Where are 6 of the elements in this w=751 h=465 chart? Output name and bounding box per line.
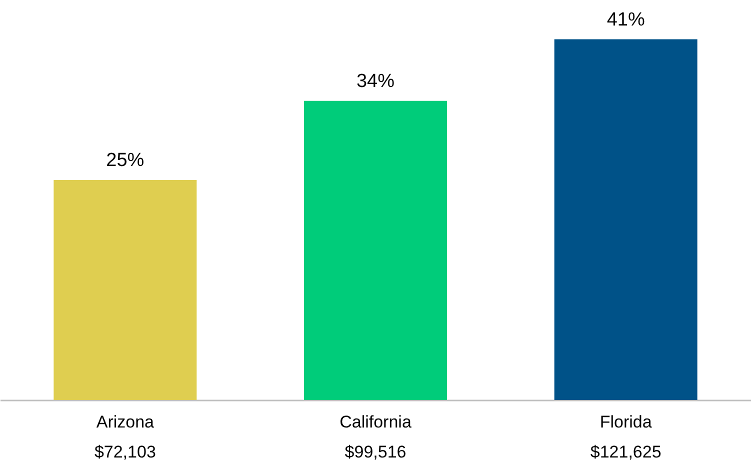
x-tick-label: Florida $121,625 [590, 412, 662, 462]
data-label: 25% [106, 150, 144, 172]
x-tick-label: Arizona $72,103 [94, 412, 156, 462]
x-tick-label: California $99,516 [340, 412, 412, 462]
data-label: 34% [356, 70, 395, 92]
data-label: 41% [606, 9, 645, 30]
